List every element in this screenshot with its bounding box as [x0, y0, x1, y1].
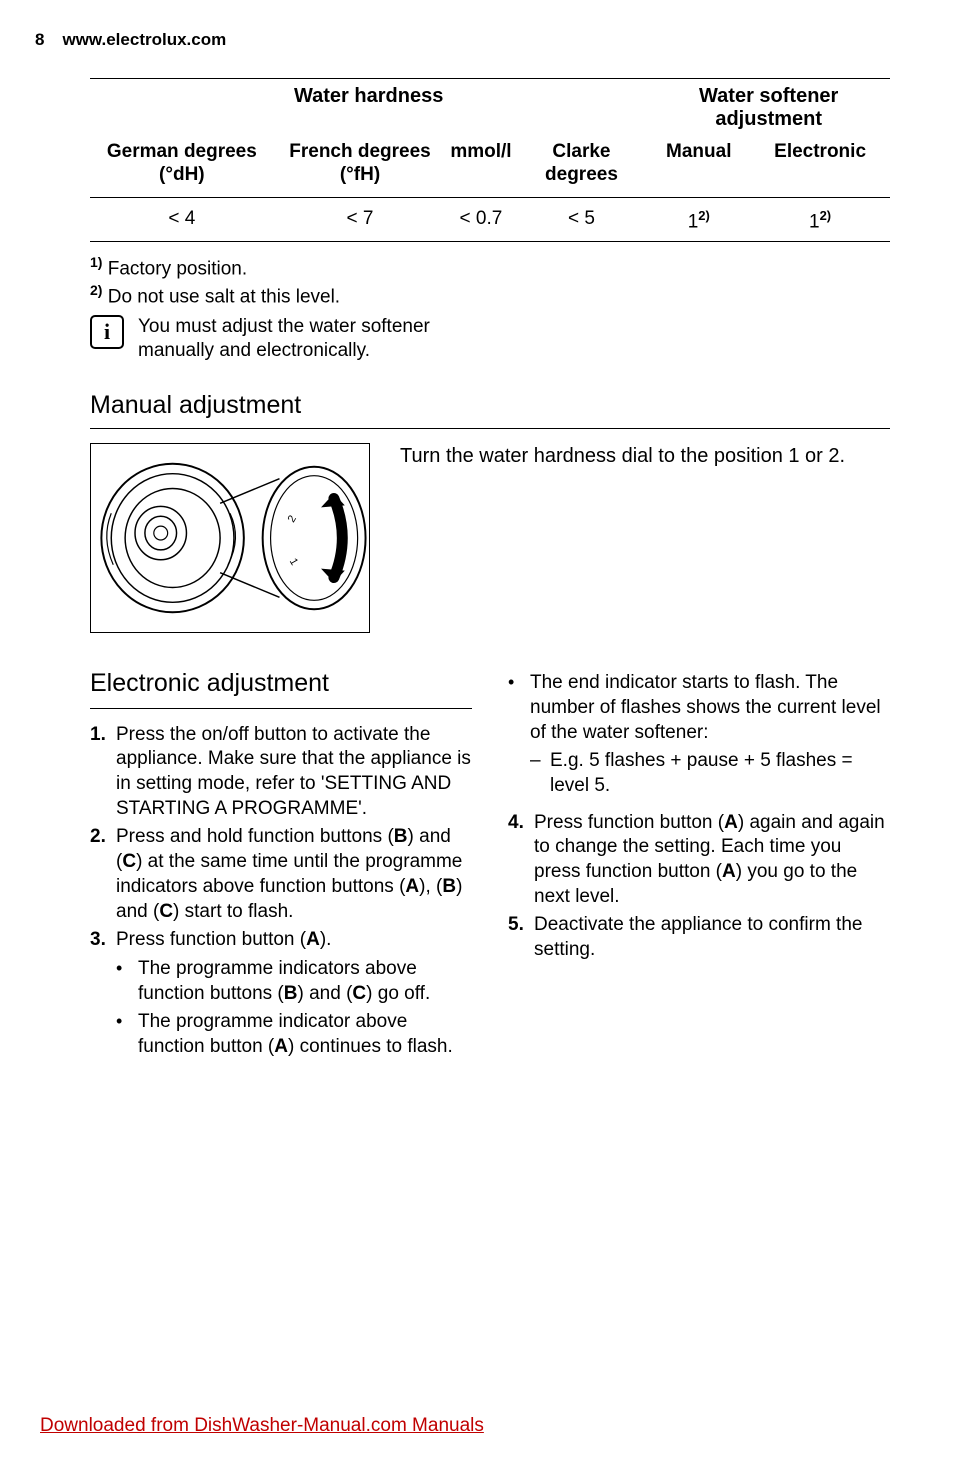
cell-mmol: < 0.7 [446, 197, 515, 241]
bullet-indicators-off: •The programme indicators above function… [116, 957, 472, 1006]
table-group-softener: Water softener adjustment [647, 79, 890, 135]
step-3: 3.Press function button (A). •The progra… [90, 928, 472, 1063]
section-rule [90, 428, 890, 429]
cell-french: < 7 [274, 197, 447, 241]
sub-example: –E.g. 5 flashes + pause + 5 flashes = le… [530, 749, 890, 798]
bullet-end-indicator: •The end indicator starts to flash. The … [508, 671, 890, 806]
page-number: 8 [35, 30, 44, 50]
page-header: 8www.electrolux.com [90, 30, 890, 50]
dial-illustration: 2 1 [90, 443, 370, 633]
step-5: 5.Deactivate the appliance to confirm th… [508, 913, 890, 962]
col-mmol: mmol/l [446, 135, 515, 197]
col-french: French degrees (°fH) [274, 135, 447, 197]
footnote-1-num: 1) [90, 254, 102, 270]
col-clarke: Clarke degrees [516, 135, 648, 197]
step-4: 4.Press function button (A) again and ag… [508, 811, 890, 910]
info-note: i You must adjust the water softener man… [90, 315, 890, 364]
table-group-hardness: Water hardness [90, 79, 647, 135]
water-hardness-table: Water hardness Water softener adjustment… [90, 79, 890, 242]
section-rule-2 [90, 708, 472, 709]
info-text: You must adjust the water softener manua… [138, 315, 438, 364]
footnote-1-text: Factory position. [102, 258, 247, 279]
col-german: German degrees (°dH) [90, 135, 274, 197]
cell-manual: 12) [647, 197, 750, 241]
cell-electronic: 12) [750, 197, 890, 241]
step-1: 1.Press the on/off button to activate th… [90, 723, 472, 822]
footnotes: 1) Factory position. 2) Do not use salt … [90, 254, 890, 309]
step-2: 2.Press and hold function buttons (B) an… [90, 825, 472, 924]
manual-adjustment-text: Turn the water hardness dial to the posi… [400, 443, 890, 469]
electronic-adjustment-heading: Electronic adjustment [90, 667, 472, 700]
bullet-indicator-flash: •The programme indicator above function … [116, 1010, 472, 1059]
footnote-2-text: Do not use salt at this level. [102, 287, 340, 308]
dial-svg: 2 1 [91, 444, 369, 632]
col-manual: Manual [647, 135, 750, 197]
cell-german: < 4 [90, 197, 274, 241]
left-column: Electronic adjustment 1.Press the on/off… [90, 667, 472, 1067]
footnote-2-num: 2) [90, 282, 102, 298]
right-column: •The end indicator starts to flash. The … [508, 667, 890, 1067]
info-icon: i [90, 315, 124, 349]
col-electronic: Electronic [750, 135, 890, 197]
cell-clarke: < 5 [516, 197, 648, 241]
footer-link[interactable]: Downloaded from DishWasher-Manual.com Ma… [40, 1415, 484, 1437]
manual-adjustment-heading: Manual adjustment [90, 391, 890, 420]
header-url: www.electrolux.com [62, 30, 226, 50]
